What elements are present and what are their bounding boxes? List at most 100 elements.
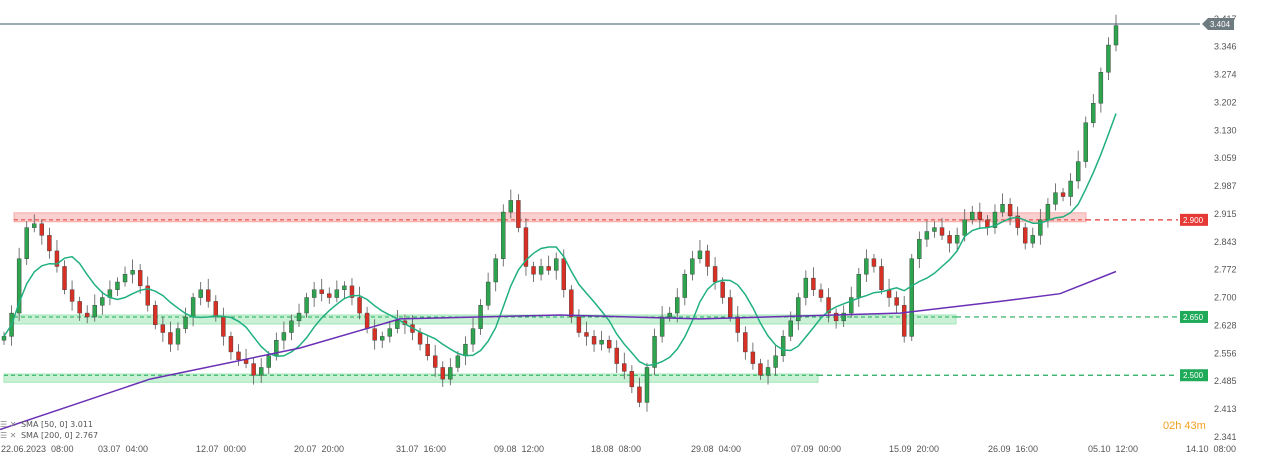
level-tag-2.500 xyxy=(1180,369,1208,382)
candle-body xyxy=(69,289,75,302)
candle-body xyxy=(327,293,332,298)
candle-body xyxy=(448,367,453,380)
timer-hours: 02h xyxy=(1163,420,1182,432)
candle-body xyxy=(826,297,831,314)
x-tick-label: 09.08 12:00 xyxy=(494,444,544,454)
candle-body xyxy=(924,231,930,240)
candle-body xyxy=(728,297,733,318)
candle-body xyxy=(947,235,952,244)
candle-body xyxy=(697,250,703,259)
candle-body xyxy=(992,211,998,228)
candle-body xyxy=(531,266,536,275)
candle-body xyxy=(470,328,476,345)
candle-body xyxy=(1015,215,1020,228)
candle-body xyxy=(977,211,983,221)
candle-body xyxy=(606,340,612,349)
candle-body xyxy=(440,367,445,380)
legend-sma-50-value: 3.011 xyxy=(70,420,94,429)
candle-body xyxy=(788,320,793,337)
candle-body xyxy=(213,301,219,318)
candle-body xyxy=(833,312,839,322)
candle-body xyxy=(538,266,544,275)
candle-body xyxy=(780,336,786,357)
candle-body xyxy=(901,305,907,337)
candle-body xyxy=(1023,227,1028,244)
level-tag-text: 2.500 xyxy=(1183,371,1204,380)
legend-sma-50[interactable]: ☰ ✕ SMA [50, 0] 3.011 xyxy=(0,420,93,429)
candle-body xyxy=(932,227,937,232)
candle-body xyxy=(584,332,589,337)
x-tick-label: 07.09 00:00 xyxy=(791,444,841,454)
x-tick-label: 31.07 16:00 xyxy=(396,444,446,454)
candle-body xyxy=(1075,161,1081,182)
candle-body xyxy=(523,227,529,267)
candle-body xyxy=(546,266,551,271)
x-tick-label: 26.09 16:00 xyxy=(988,444,1038,454)
x-axis: 22.06.2023 08:00 03.07 04:00 12.07 00:00 20… xyxy=(1,444,1236,454)
candle-body xyxy=(561,258,566,290)
y-tick-label: 2.556 xyxy=(1214,348,1237,358)
candle-body xyxy=(190,297,196,318)
candle-body xyxy=(735,316,740,333)
y-tick-label: 3.059 xyxy=(1214,153,1237,163)
candle-body xyxy=(1083,122,1088,162)
candle-body xyxy=(682,274,688,298)
candle-body xyxy=(652,336,657,368)
candle-body xyxy=(508,200,514,213)
candle-body xyxy=(432,355,438,368)
y-tick-label: 2.915 xyxy=(1214,209,1237,219)
x-tick-label: 18.08 08:00 xyxy=(591,444,641,454)
candle-body xyxy=(372,328,377,341)
y-tick-label: 2.413 xyxy=(1214,404,1237,414)
y-tick-label: 3.202 xyxy=(1214,98,1237,108)
sma-200-line xyxy=(0,270,1117,431)
candle-body xyxy=(939,227,945,236)
candle-body xyxy=(85,312,90,318)
candle-body xyxy=(591,336,597,345)
candle-body xyxy=(493,258,498,283)
candle-body xyxy=(1053,192,1058,205)
candle-body xyxy=(644,367,650,403)
candle-body xyxy=(954,235,960,244)
candle-body xyxy=(614,347,619,364)
candle-body xyxy=(221,316,226,337)
x-tick-label: 12.07 00:00 xyxy=(196,444,246,454)
x-tick-label: 20.07 20:00 xyxy=(294,444,344,454)
y-tick-label: 3.274 xyxy=(1214,70,1237,80)
candle-body xyxy=(501,211,506,259)
candle-body xyxy=(100,297,105,306)
candle-body xyxy=(266,355,271,368)
candle-body xyxy=(886,289,892,298)
zones-layer xyxy=(3,212,1087,383)
candle-timer: 02h 43m xyxy=(1163,420,1206,432)
legend-sma-200-name: SMA [200, 0] xyxy=(20,431,73,440)
candle-body xyxy=(576,316,582,333)
candle-body xyxy=(1068,180,1073,197)
candle-body xyxy=(841,312,846,322)
candle-body xyxy=(765,367,771,376)
candle-body xyxy=(54,250,60,267)
candle-body xyxy=(909,258,914,337)
candle-body xyxy=(380,336,385,341)
candle-body xyxy=(554,258,559,271)
level-tags: 2.900 2.650 2.500 3.404 xyxy=(1180,18,1234,382)
candle-body xyxy=(985,219,990,228)
y-tick-label: 3.346 xyxy=(1214,42,1237,52)
candle-body xyxy=(962,219,967,236)
indicator-settings-icon[interactable]: ☰ ✕ xyxy=(0,420,17,429)
level-tag-2.650 xyxy=(1180,310,1208,323)
candle-body xyxy=(153,305,158,325)
y-tick-label: 3.130 xyxy=(1214,125,1237,135)
candle-body xyxy=(175,328,181,345)
candle-body xyxy=(122,274,128,283)
candle-body xyxy=(304,297,309,314)
candle-body xyxy=(296,312,302,322)
x-tick-label: 05.10 12:00 xyxy=(1088,444,1138,454)
candle-body xyxy=(47,235,52,252)
candle-body xyxy=(137,270,143,287)
candle-body xyxy=(803,277,809,298)
indicator-settings-icon[interactable]: ☰ ✕ xyxy=(0,431,17,440)
legend-sma-200[interactable]: ☰ ✕ SMA [200, 0] 2.767 xyxy=(0,431,98,440)
legend-sma-50-name: SMA [50, 0] xyxy=(20,420,68,429)
